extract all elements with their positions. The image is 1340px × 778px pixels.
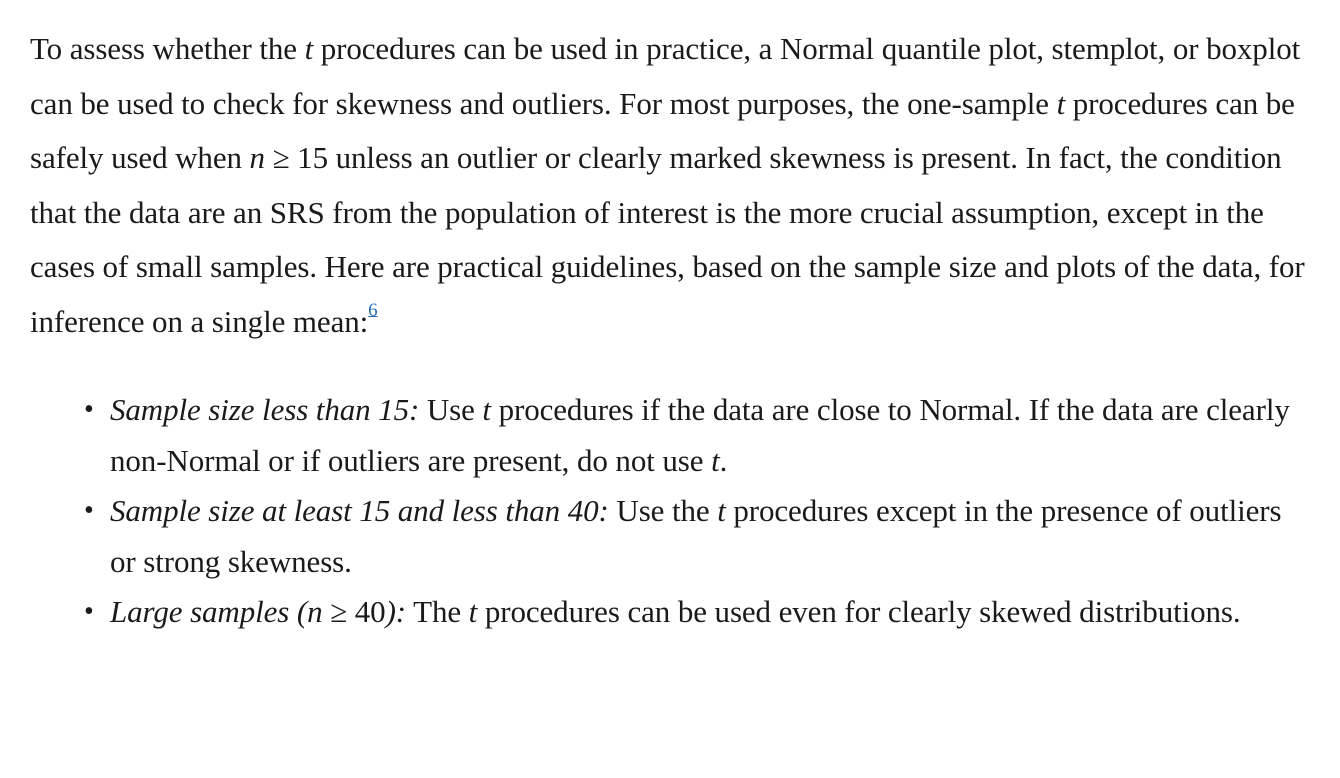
paragraph-text: unless an outlier or clearly marked skew…	[30, 140, 1305, 339]
bullet-icon: •	[84, 394, 94, 425]
paragraph-text: procedures can be safely used when	[30, 85, 1295, 176]
footnote-link[interactable]: 6	[368, 299, 378, 321]
bullet-icon: •	[84, 495, 94, 526]
intro-paragraph: To assess whether the t procedures can b…	[30, 22, 1305, 349]
list-item-lead: Sample size less than 15:	[110, 392, 420, 427]
math-t: t	[711, 442, 720, 478]
list-item-large-sample: • Large samples (n ≥ 40): The t procedure…	[30, 587, 1305, 638]
footnote-marker: 6	[368, 299, 378, 321]
math-t: t	[482, 392, 491, 427]
math-t: t	[468, 594, 478, 629]
list-item-medium-sample: • Sample size at least 15 and less than 4…	[30, 486, 1305, 587]
math-n: n	[307, 594, 323, 629]
guidelines-list: • Sample size less than 15: Use t procedu…	[30, 385, 1305, 638]
math-40: 40	[354, 594, 386, 629]
list-item-text: procedures if the data are close to Norm…	[110, 392, 1290, 478]
list-item-text: procedures except in the presence of out…	[110, 493, 1282, 579]
list-item-lead: Sample size at least 15 and less than 40…	[110, 493, 609, 528]
paragraph-text: To assess whether the	[30, 31, 305, 66]
list-item-text: Use the	[608, 493, 718, 528]
list-item-text: The	[406, 594, 469, 629]
list-item-text: procedures can be used even for clearly …	[477, 594, 1241, 629]
list-item-lead: Large samples (	[110, 594, 308, 629]
main-content: To assess whether the t procedures can b…	[30, 22, 1305, 638]
math-ge: ≥	[322, 594, 355, 629]
math-t: t	[717, 493, 726, 528]
math-ge: ≥	[264, 140, 298, 175]
bullet-icon: •	[84, 596, 94, 627]
list-item-lead: ):	[385, 594, 407, 629]
math-t: t	[1056, 85, 1066, 121]
math-15: 15	[297, 140, 328, 175]
math-t: t	[304, 31, 314, 66]
list-item-text: .	[719, 442, 728, 478]
list-item-text: Use	[419, 392, 483, 427]
paragraph-text: procedures can be used in practice, a No…	[30, 31, 1301, 121]
list-item-small-sample: • Sample size less than 15: Use t procedu…	[30, 385, 1305, 486]
math-n: n	[249, 140, 266, 175]
